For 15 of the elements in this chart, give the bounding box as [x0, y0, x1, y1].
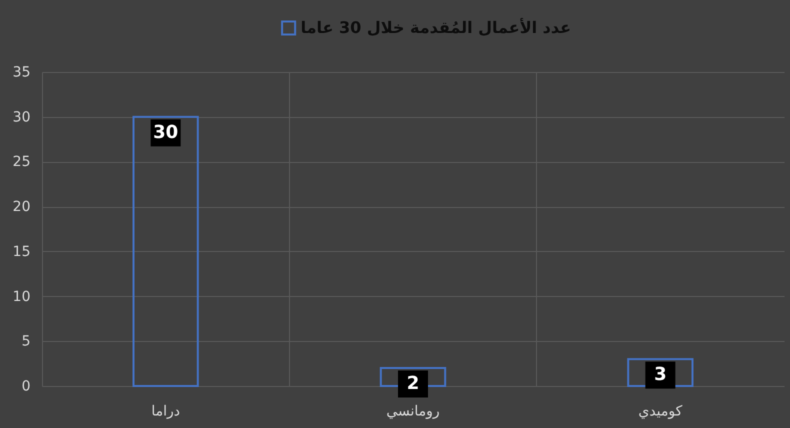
- y-tick-label: 25: [12, 154, 30, 170]
- data-label: 30: [153, 122, 178, 143]
- y-tick-label: 0: [22, 378, 30, 394]
- x-tick-label: دراما: [151, 404, 180, 420]
- x-tick-label: رومانسي: [386, 404, 440, 420]
- data-label: 2: [406, 373, 420, 394]
- x-tick-label: كوميدي: [638, 404, 683, 420]
- y-tick-label: 20: [12, 199, 30, 216]
- y-tick-label: 30: [12, 109, 30, 126]
- y-tick-label: 5: [22, 334, 30, 350]
- data-label: 3: [654, 364, 667, 386]
- y-tick-label: 35: [12, 64, 30, 80]
- bar: [132, 116, 199, 387]
- y-tick-label: 10: [12, 288, 30, 305]
- y-tick-label: 15: [12, 244, 30, 260]
